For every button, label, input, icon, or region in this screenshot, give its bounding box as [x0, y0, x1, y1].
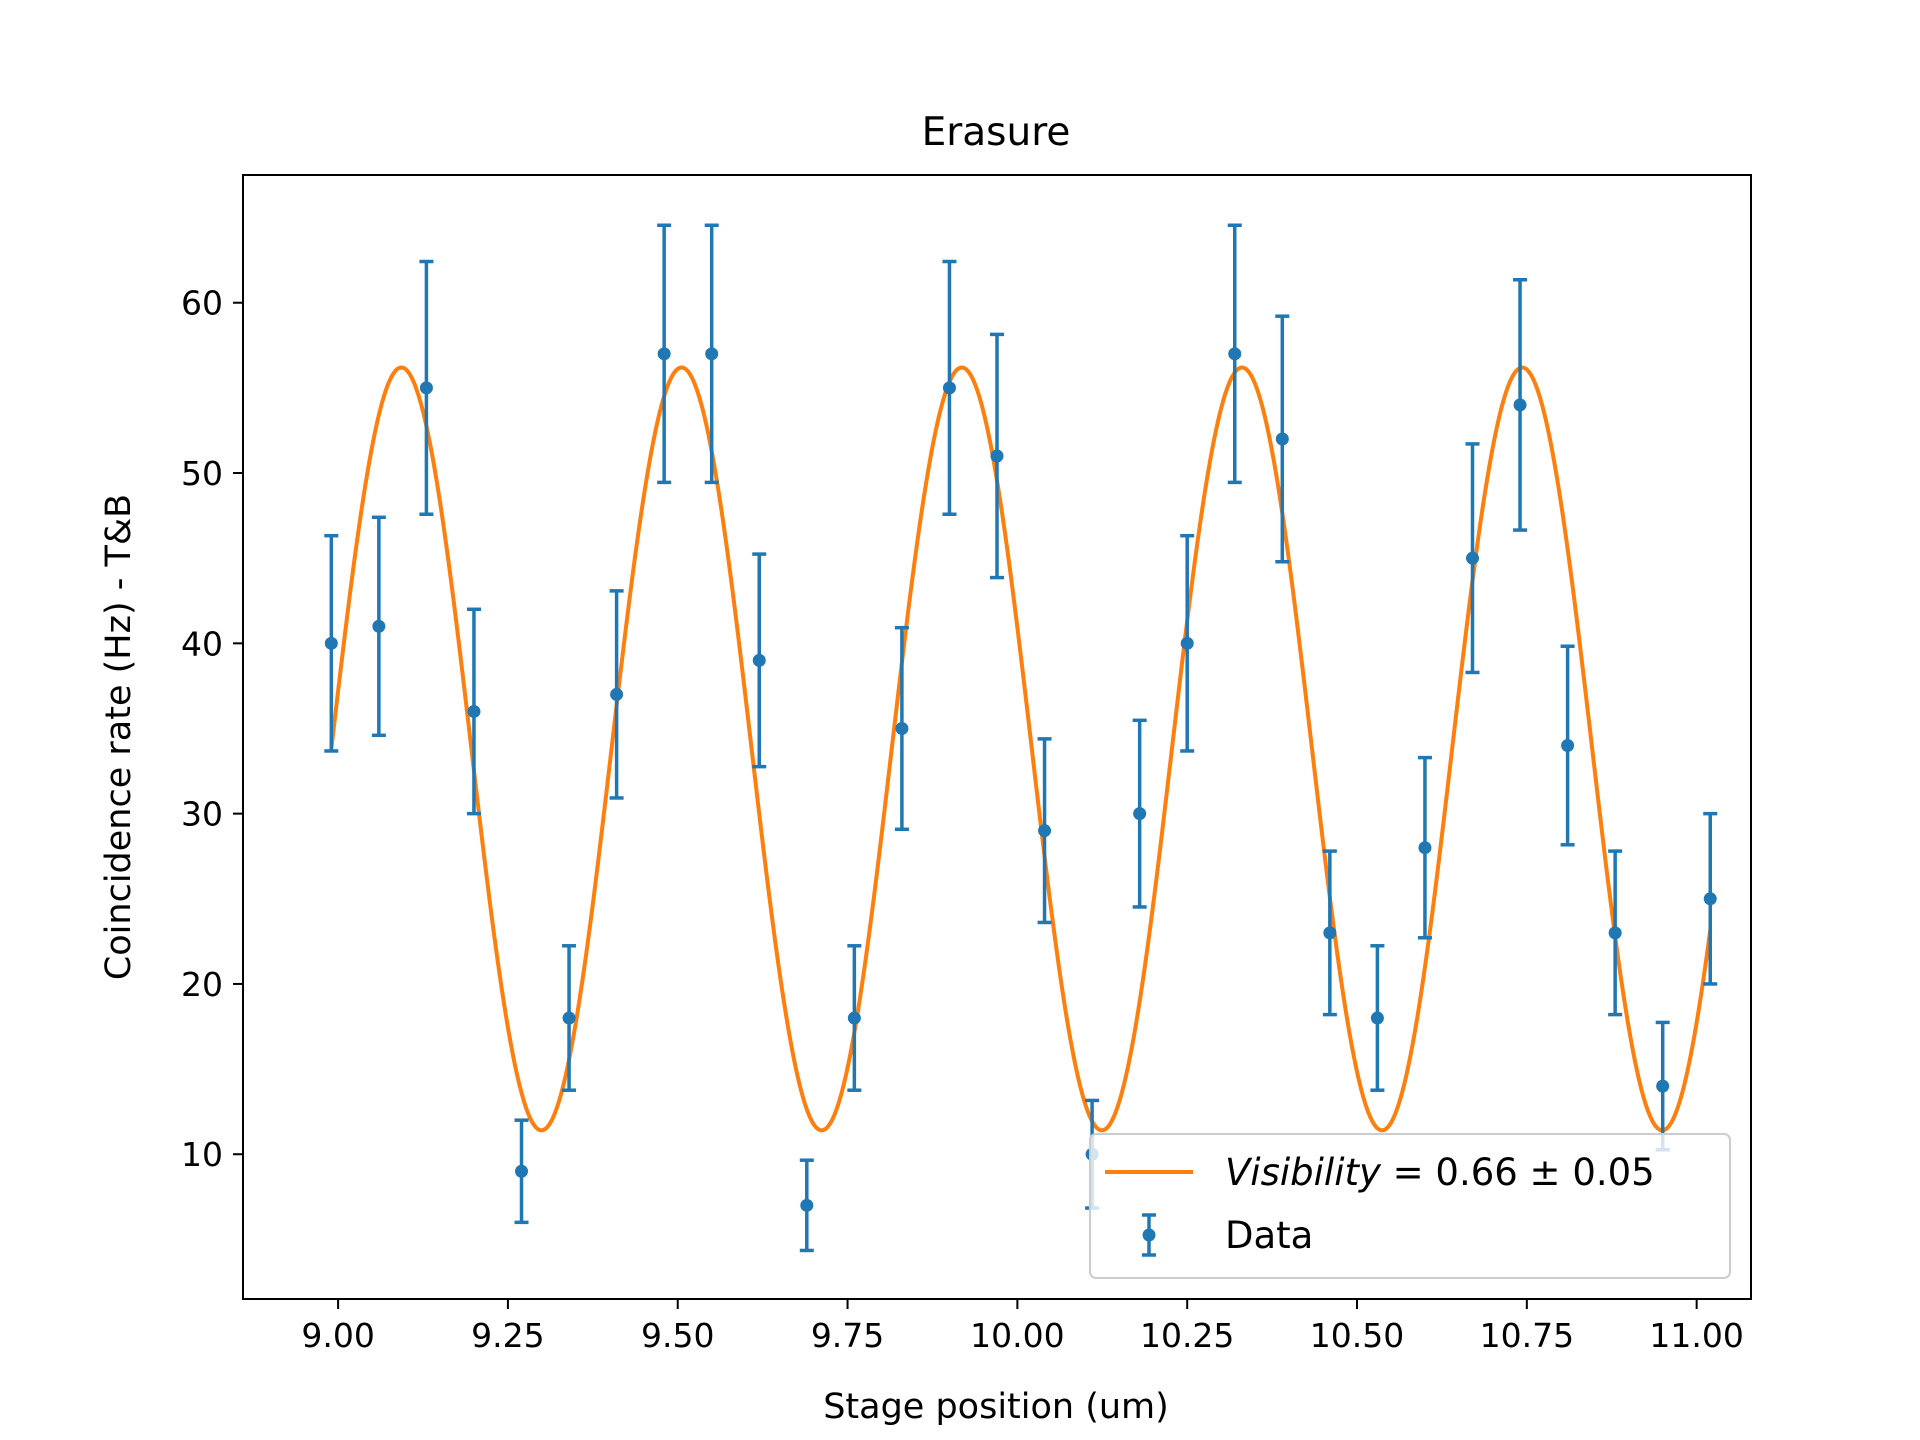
legend-data-label: Data — [1225, 1214, 1313, 1257]
data-point — [324, 533, 339, 753]
x-tick-label: 11.00 — [1649, 1316, 1743, 1355]
fit-curve-line — [329, 365, 1713, 1133]
data-point — [514, 1118, 529, 1225]
fit-curve-layer — [329, 365, 1713, 1133]
y-tick-label: 10 — [181, 1135, 223, 1174]
data-points-layer — [324, 223, 1718, 1253]
data-point — [1227, 223, 1242, 485]
y-tick-label: 60 — [181, 284, 223, 323]
legend-fit-label-italic: Visibility — [1225, 1151, 1382, 1194]
data-marker — [705, 347, 719, 361]
data-point — [1180, 533, 1195, 753]
data-marker — [1656, 1079, 1670, 1093]
data-point — [1703, 811, 1718, 986]
data-marker — [1561, 739, 1575, 753]
x-tick-label: 10.25 — [1140, 1316, 1234, 1355]
chart-title: Erasure — [922, 110, 1071, 155]
plot-area — [242, 174, 1752, 1300]
x-tick-label: 9.00 — [301, 1316, 374, 1355]
data-marker — [942, 381, 956, 395]
x-axis-label: Stage position (um) — [823, 1387, 1169, 1427]
legend-fit-label-value: = 0.66 ± 0.05 — [1381, 1151, 1655, 1194]
data-marker — [1608, 926, 1622, 940]
data-point — [1560, 644, 1575, 847]
data-marker — [1228, 347, 1242, 361]
data-marker — [1323, 926, 1337, 940]
data-point — [562, 944, 577, 1092]
data-marker — [1133, 807, 1147, 821]
data-point — [752, 552, 767, 769]
data-point — [466, 607, 481, 816]
data-marker — [1275, 432, 1289, 446]
data-marker — [1465, 551, 1479, 565]
data-point — [1608, 849, 1623, 1017]
y-tick-label: 20 — [181, 965, 223, 1004]
data-point — [1275, 314, 1290, 564]
data-point — [657, 223, 672, 485]
data-marker — [1513, 398, 1527, 412]
data-marker — [610, 687, 624, 701]
x-tick-label: 10.75 — [1480, 1316, 1574, 1355]
legend: Visibility = 0.66 ± 0.05 Data — [1089, 1133, 1731, 1279]
data-point — [1322, 849, 1337, 1017]
data-marker — [515, 1164, 529, 1178]
data-marker — [467, 704, 481, 718]
data-point — [609, 589, 624, 800]
plot-frame — [242, 174, 1752, 1300]
data-marker — [1038, 824, 1052, 838]
data-marker — [752, 653, 766, 667]
data-marker — [562, 1011, 576, 1025]
data-marker — [324, 636, 338, 650]
data-marker — [1418, 841, 1432, 855]
data-point — [1513, 277, 1528, 532]
data-point — [1037, 737, 1052, 925]
data-point — [847, 944, 862, 1092]
y-tick-label: 50 — [181, 454, 223, 493]
data-point — [894, 625, 909, 832]
data-point — [990, 332, 1004, 580]
data-marker — [800, 1198, 814, 1212]
y-tick-label: 30 — [181, 795, 223, 834]
x-tick-label: 9.75 — [811, 1316, 884, 1355]
data-point — [704, 223, 719, 485]
data-marker — [895, 721, 909, 735]
data-point — [1370, 944, 1385, 1092]
x-tick-label: 10.00 — [970, 1316, 1064, 1355]
y-axis-label: Coincidence rate (Hz) - T&B — [99, 494, 139, 980]
data-marker — [657, 347, 671, 361]
y-tick-label: 40 — [181, 624, 223, 663]
data-marker — [847, 1011, 861, 1025]
data-point — [1132, 718, 1147, 909]
data-marker — [1703, 892, 1717, 906]
data-marker — [419, 381, 433, 395]
legend-data-marker-icon — [1142, 1213, 1156, 1257]
data-marker — [372, 619, 386, 633]
x-axis: 9.00 9.25 9.50 9.75 10.00 10.25 10.50 10.75 11.0… — [301, 1299, 1744, 1355]
legend-box — [1089, 1133, 1731, 1279]
data-marker — [1180, 636, 1194, 650]
legend-fit-label: Visibility = 0.66 ± 0.05 — [1225, 1151, 1655, 1194]
data-point — [942, 259, 957, 516]
data-marker — [1370, 1011, 1384, 1025]
data-point — [419, 259, 434, 516]
x-tick-label: 10.50 — [1310, 1316, 1404, 1355]
data-point — [1465, 442, 1480, 675]
data-point — [1417, 755, 1432, 940]
data-point — [371, 515, 386, 738]
x-tick-label: 9.50 — [641, 1316, 714, 1355]
y-axis: 10 20 30 40 50 60 — [181, 284, 243, 1174]
data-point — [799, 1158, 814, 1253]
x-tick-label: 9.25 — [471, 1316, 544, 1355]
data-marker — [990, 449, 1004, 463]
